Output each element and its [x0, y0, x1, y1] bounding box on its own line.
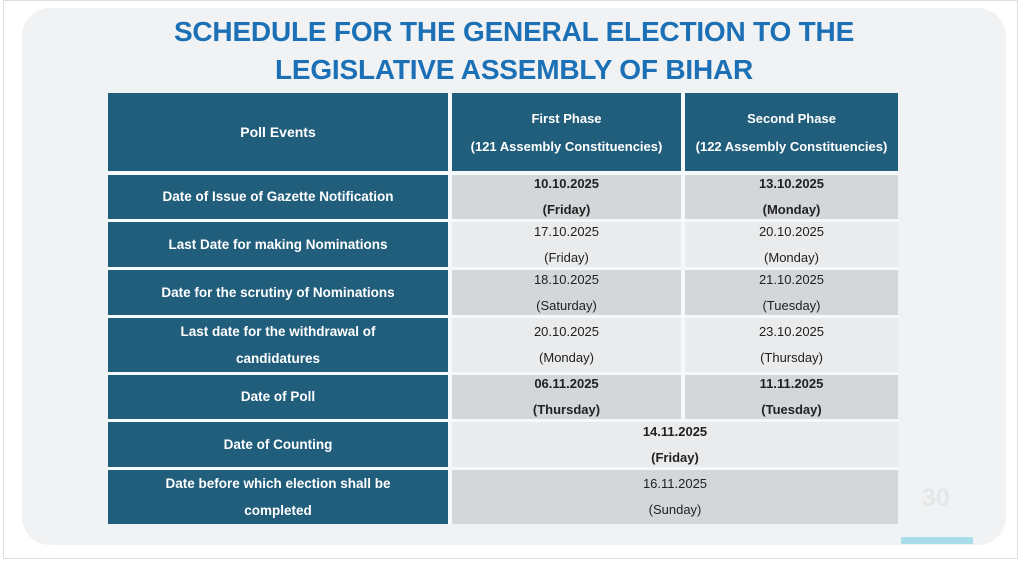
slide-title: SCHEDULE FOR THE GENERAL ELECTION TO THE… — [22, 13, 1006, 89]
slide-page-number: 30 — [922, 484, 950, 512]
day-value: (Monday) — [762, 202, 821, 218]
second-phase-subtitle: (122 Assembly Constituencies) — [695, 138, 888, 154]
second-phase-cell: 11.11.2025 (Tuesday) — [683, 373, 898, 422]
first-phase-header: First Phase (121 Assembly Constituencies… — [450, 93, 685, 175]
day-value: (Tuesday) — [762, 297, 821, 313]
day-value: (Tuesday) — [761, 402, 822, 417]
day-value: (Sunday) — [648, 502, 702, 518]
event-cell: Date of Counting — [108, 420, 452, 470]
table-row: Date of Poll 06.11.2025 (Thursday) 11.11.20… — [108, 373, 898, 422]
second-phase-cell: 23.10.2025 (Thursday) — [683, 316, 898, 375]
date-value: 10.10.2025 — [533, 176, 600, 192]
day-value: (Friday) — [651, 449, 699, 465]
date-value: 06.11.2025 — [534, 376, 599, 391]
table-row: Last Date for making Nominations 17.10.20… — [108, 220, 898, 270]
table-row: Date for the scrutiny of Nominations 18.1… — [108, 268, 898, 318]
date-value: 16.11.2025 — [642, 476, 708, 492]
day-value: (Thursday) — [532, 402, 601, 417]
event-cell: Date before which election shall be comp… — [108, 468, 452, 524]
event-cell: Date of Poll — [108, 373, 452, 422]
second-phase-title: Second Phase — [747, 110, 836, 126]
first-phase-cell: 17.10.2025 (Friday) — [450, 220, 685, 270]
table-row: Last date for the withdrawal of candidat… — [108, 316, 898, 375]
progress-bar — [901, 537, 973, 544]
date-value: 20.10.2025 — [533, 324, 600, 339]
date-value: 17.10.2025 — [533, 223, 600, 239]
table-header-row: Poll Events First Phase (121 Assembly Co… — [108, 93, 898, 175]
date-value: 13.10.2025 — [758, 176, 825, 192]
day-value: (Friday) — [544, 249, 589, 265]
schedule-table: Poll Events First Phase (121 Assembly Co… — [108, 93, 898, 524]
date-value: 23.10.2025 — [758, 324, 825, 339]
day-value: (Friday) — [542, 202, 591, 218]
second-phase-cell: 20.10.2025 (Monday) — [683, 220, 898, 270]
table-body: Date of Issue of Gazette Notification 10.… — [108, 173, 898, 524]
first-phase-title: First Phase — [531, 110, 602, 126]
merged-phase-cell: 14.11.2025 (Friday) — [450, 420, 898, 470]
first-phase-cell: 20.10.2025 (Monday) — [450, 316, 685, 375]
merged-phase-cell: 16.11.2025 (Sunday) — [450, 468, 898, 524]
slide-title-line1: SCHEDULE FOR THE GENERAL ELECTION TO THE — [173, 16, 855, 47]
day-value: (Monday) — [764, 249, 819, 265]
date-value: 18.10.2025 — [533, 271, 600, 287]
date-value: 20.10.2025 — [758, 223, 825, 239]
day-value: (Thursday) — [760, 350, 823, 365]
date-value: 11.11.2025 — [759, 376, 824, 391]
event-cell: Date for the scrutiny of Nominations — [108, 268, 452, 318]
second-phase-header: Second Phase (122 Assembly Constituencie… — [683, 93, 898, 175]
slide-title-line2: LEGISLATIVE ASSEMBLY OF BIHAR — [274, 54, 754, 85]
first-phase-subtitle: (121 Assembly Constituencies) — [470, 138, 663, 154]
date-value: 21.10.2025 — [758, 271, 825, 287]
first-phase-cell: 10.10.2025 (Friday) — [450, 173, 685, 222]
table-row: Date of Issue of Gazette Notification 10.… — [108, 173, 898, 222]
event-cell: Last date for the withdrawal of candidat… — [108, 316, 452, 375]
first-phase-cell: 06.11.2025 (Thursday) — [450, 373, 685, 422]
day-value: (Saturday) — [536, 297, 597, 313]
table-row: Date before which election shall be comp… — [108, 468, 898, 524]
poll-events-header: Poll Events — [108, 93, 452, 175]
event-cell: Date of Issue of Gazette Notification — [108, 173, 452, 222]
second-phase-cell: 13.10.2025 (Monday) — [683, 173, 898, 222]
date-value: 14.11.2025 — [642, 423, 708, 439]
event-cell: Last Date for making Nominations — [108, 220, 452, 270]
day-value: (Monday) — [539, 350, 594, 365]
table-row: Date of Counting 14.11.2025 (Friday) — [108, 420, 898, 470]
second-phase-cell: 21.10.2025 (Tuesday) — [683, 268, 898, 318]
first-phase-cell: 18.10.2025 (Saturday) — [450, 268, 685, 318]
